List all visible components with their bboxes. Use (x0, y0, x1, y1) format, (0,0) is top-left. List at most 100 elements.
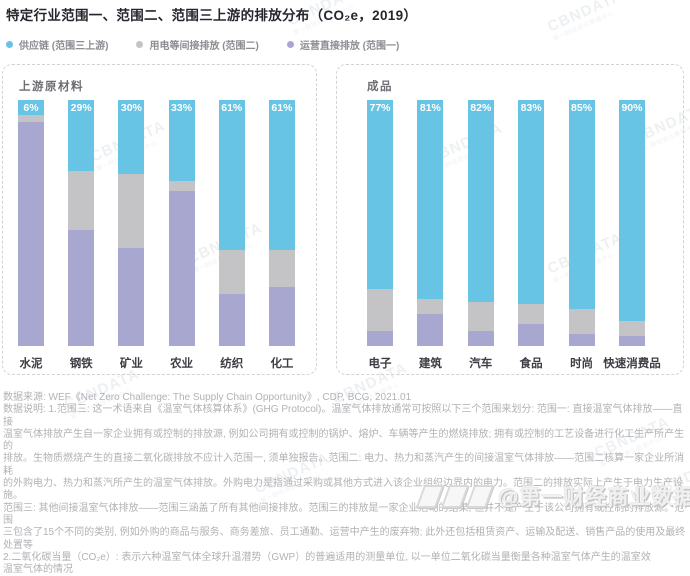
bar-segment (417, 299, 444, 314)
category-label: 农业 (170, 358, 194, 370)
credit-watermark: @第一财经商业数据中心 (415, 481, 690, 511)
footnote-line: 的外购电力、热力和蒸汽所产生的温室气体排放。外购电力是指通过采购或其他方式进入该… (3, 478, 683, 502)
panel-upstream-materials: 上游原材料 6% 水泥 29% 钢铁 30% 矿业 33% 农业 61% 纺织 61% 化工 (2, 64, 317, 375)
footnote-line: 数据来源: WEF《Net Zero Challenge: The Supply… (3, 392, 412, 403)
bar-value-label: 33% (171, 102, 193, 114)
bar-segment (68, 230, 95, 346)
bar-segment (118, 247, 145, 346)
stacked-bar: 61% (218, 100, 245, 346)
bar-segment (618, 336, 645, 346)
bar-segment (367, 331, 393, 346)
stacked-bar: 6% (18, 100, 44, 346)
stacked-bar: 85% (568, 100, 595, 346)
bar-value-label: 30% (120, 102, 142, 114)
stacked-bar: 90% (618, 100, 645, 346)
category-label: 电子 (368, 358, 392, 370)
stacked-bar: 83% (518, 100, 545, 346)
bar-column: 81% 建筑 (417, 100, 444, 371)
bar-segment (618, 321, 645, 337)
bar-segment: 29% (68, 100, 95, 172)
panel-finished-goods: 成品 77% 电子 81% 建筑 82% 汽车 83% 食品 85% 时尚 90% 快速消费品 (336, 64, 684, 375)
category-label: 食品 (519, 358, 543, 370)
bar-segment: 83% (518, 100, 545, 305)
bar-column: 85% 时尚 (568, 100, 595, 371)
bar-column: 90% 快速消费品 (603, 100, 661, 371)
bar-segment (268, 250, 295, 287)
bar-segment (218, 250, 245, 295)
bar-value-label: 6% (23, 102, 39, 114)
bar-segment (268, 286, 295, 346)
category-label: 钢铁 (69, 358, 93, 370)
legend-dot-icon (286, 41, 294, 48)
bar-column: 29% 钢铁 (68, 100, 95, 371)
bar-segment: 90% (618, 100, 645, 322)
bar-segment (118, 173, 145, 248)
bar-group-upstream: 6% 水泥 29% 钢铁 30% 矿业 33% 农业 61% 纺织 61% 化工 (18, 100, 295, 371)
bar-segment (18, 114, 44, 123)
group-title-finished-goods: 成品 (367, 81, 393, 93)
footnote-line: 2.二氧化碳当量（CO₂e）: 表示六种温室气体全球升温潜势（GWP）的普遍适用… (3, 551, 651, 563)
bar-column: 61% 化工 (268, 100, 295, 371)
bar-value-label: 83% (520, 102, 542, 114)
bar-segment (467, 301, 494, 332)
legend-label: 运营直接排放 (范围一) (299, 41, 400, 52)
chart-title: 特定行业范围一、范围二、范围三上游的排放分布（CO₂e，2019） (6, 8, 418, 23)
bar-segment: 61% (268, 100, 295, 251)
legend-item: 用电等间接排放 (范围二) (136, 37, 259, 52)
bar-segment: 77% (367, 100, 393, 290)
stacked-bar: 61% (268, 100, 295, 346)
footnote-line: 温室气体排放产生自一家企业拥有或控制的排放源, 例如公司拥有或控制的锅炉、熔炉、… (3, 428, 685, 453)
legend: 供应链 (范围三上游) 用电等间接排放 (范围二) 运营直接排放 (范围一) (6, 37, 399, 52)
legend-label: 供应链 (范围三上游) (19, 41, 109, 52)
footnote-line: 温室气体的情况 (3, 564, 73, 576)
bar-column: 82% 汽车 (467, 100, 494, 371)
category-label: 快速消费品 (603, 358, 661, 370)
bar-segment (518, 304, 545, 324)
stacked-bar: 81% (417, 100, 444, 346)
stacked-bar: 82% (467, 100, 494, 346)
legend-dot-icon (6, 41, 13, 48)
bar-segment (518, 323, 545, 346)
bar-column: 30% 矿业 (118, 100, 145, 371)
credit-text: @第一财经商业数据中心 (498, 486, 690, 509)
bar-segment: 82% (467, 100, 494, 302)
bar-segment (568, 309, 595, 334)
signature-glyph-icon (415, 484, 495, 508)
bar-value-label: 85% (571, 102, 593, 114)
legend-item: 供应链 (范围三上游) (6, 37, 108, 52)
footnote-line: 排放。生物质燃烧产生的直接二氧化碳排放不应计入范围一, 须单独报告。范围二: 电… (3, 453, 685, 477)
bar-segment: 6% (18, 100, 44, 115)
category-label: 化工 (270, 358, 294, 370)
group-title-upstream: 上游原材料 (19, 81, 84, 93)
bar-segment (367, 289, 393, 332)
bar-column: 6% 水泥 (18, 100, 44, 371)
bar-segment (18, 122, 44, 346)
stacked-bar: 30% (118, 100, 145, 346)
category-label: 水泥 (19, 358, 43, 370)
bar-segment (218, 294, 245, 346)
bar-column: 77% 电子 (367, 100, 393, 371)
bar-segment: 61% (218, 100, 245, 251)
legend-label: 用电等间接排放 (范围二) (149, 41, 259, 52)
bar-segment: 30% (118, 100, 145, 174)
bar-value-label: 61% (271, 102, 293, 114)
brand-watermark-subtext: 第一财经商业数据中心 (552, 10, 616, 43)
bar-segment (568, 333, 595, 346)
bar-column: 61% 纺织 (218, 100, 245, 371)
stacked-bar: 77% (367, 100, 393, 346)
bar-value-label: 29% (70, 102, 92, 114)
bar-column: 33% 农业 (168, 100, 195, 371)
legend-item: 运营直接排放 (范围一) (286, 37, 400, 52)
bar-group-finished-goods: 77% 电子 81% 建筑 82% 汽车 83% 食品 85% 时尚 90% 快速消费品 (367, 100, 661, 371)
bar-segment (168, 181, 195, 191)
bar-value-label: 77% (369, 102, 391, 114)
bar-value-label: 82% (470, 102, 492, 114)
bar-segment (417, 314, 444, 346)
bar-segment (68, 171, 95, 231)
category-label: 汽车 (469, 358, 493, 370)
bar-segment: 33% (168, 100, 195, 182)
stacked-bar: 29% (68, 100, 95, 346)
category-label: 纺织 (220, 358, 244, 370)
bar-value-label: 81% (419, 102, 441, 114)
